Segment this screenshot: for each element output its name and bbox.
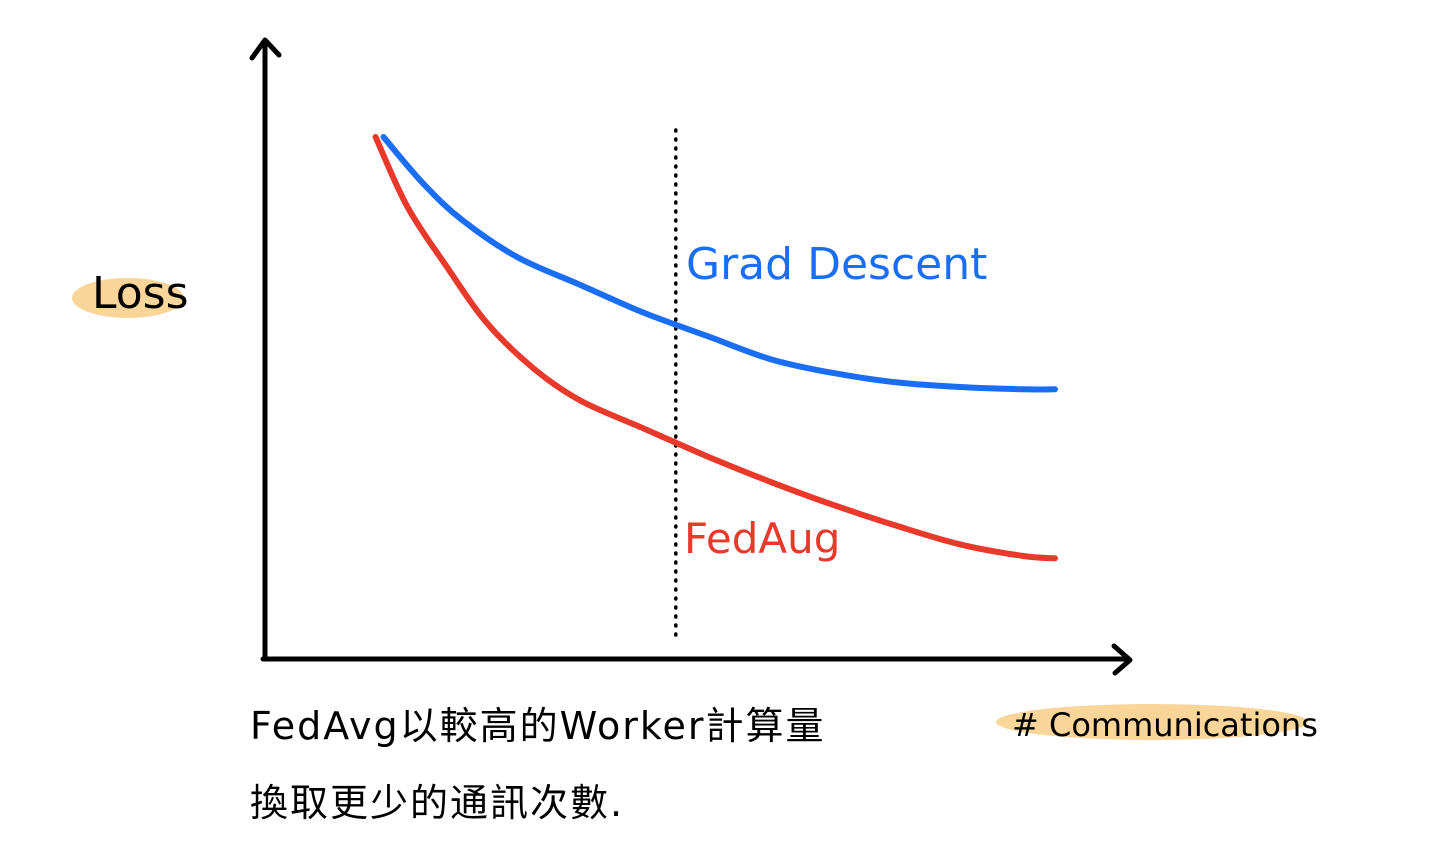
y-axis-arrow	[249, 37, 282, 61]
x-axis-label: # Communications	[1012, 706, 1318, 744]
x-label-highlight	[996, 704, 1308, 740]
axes	[249, 37, 1133, 676]
x-axis-arrow	[1111, 643, 1133, 676]
caption-line-2: 換取更少的通訊次數.	[250, 781, 625, 825]
caption-line-1: FedAvg以較高的Worker計算量	[250, 704, 826, 748]
y-axis-label: Loss	[92, 268, 189, 319]
series-line-grad-descent	[380, 134, 1058, 393]
series-line-fedaug	[372, 134, 1058, 562]
series-label-grad-descent: Grad Descent	[686, 239, 987, 290]
y-label-highlight	[72, 278, 184, 318]
series-label-fedaug: FedAug	[684, 514, 840, 563]
